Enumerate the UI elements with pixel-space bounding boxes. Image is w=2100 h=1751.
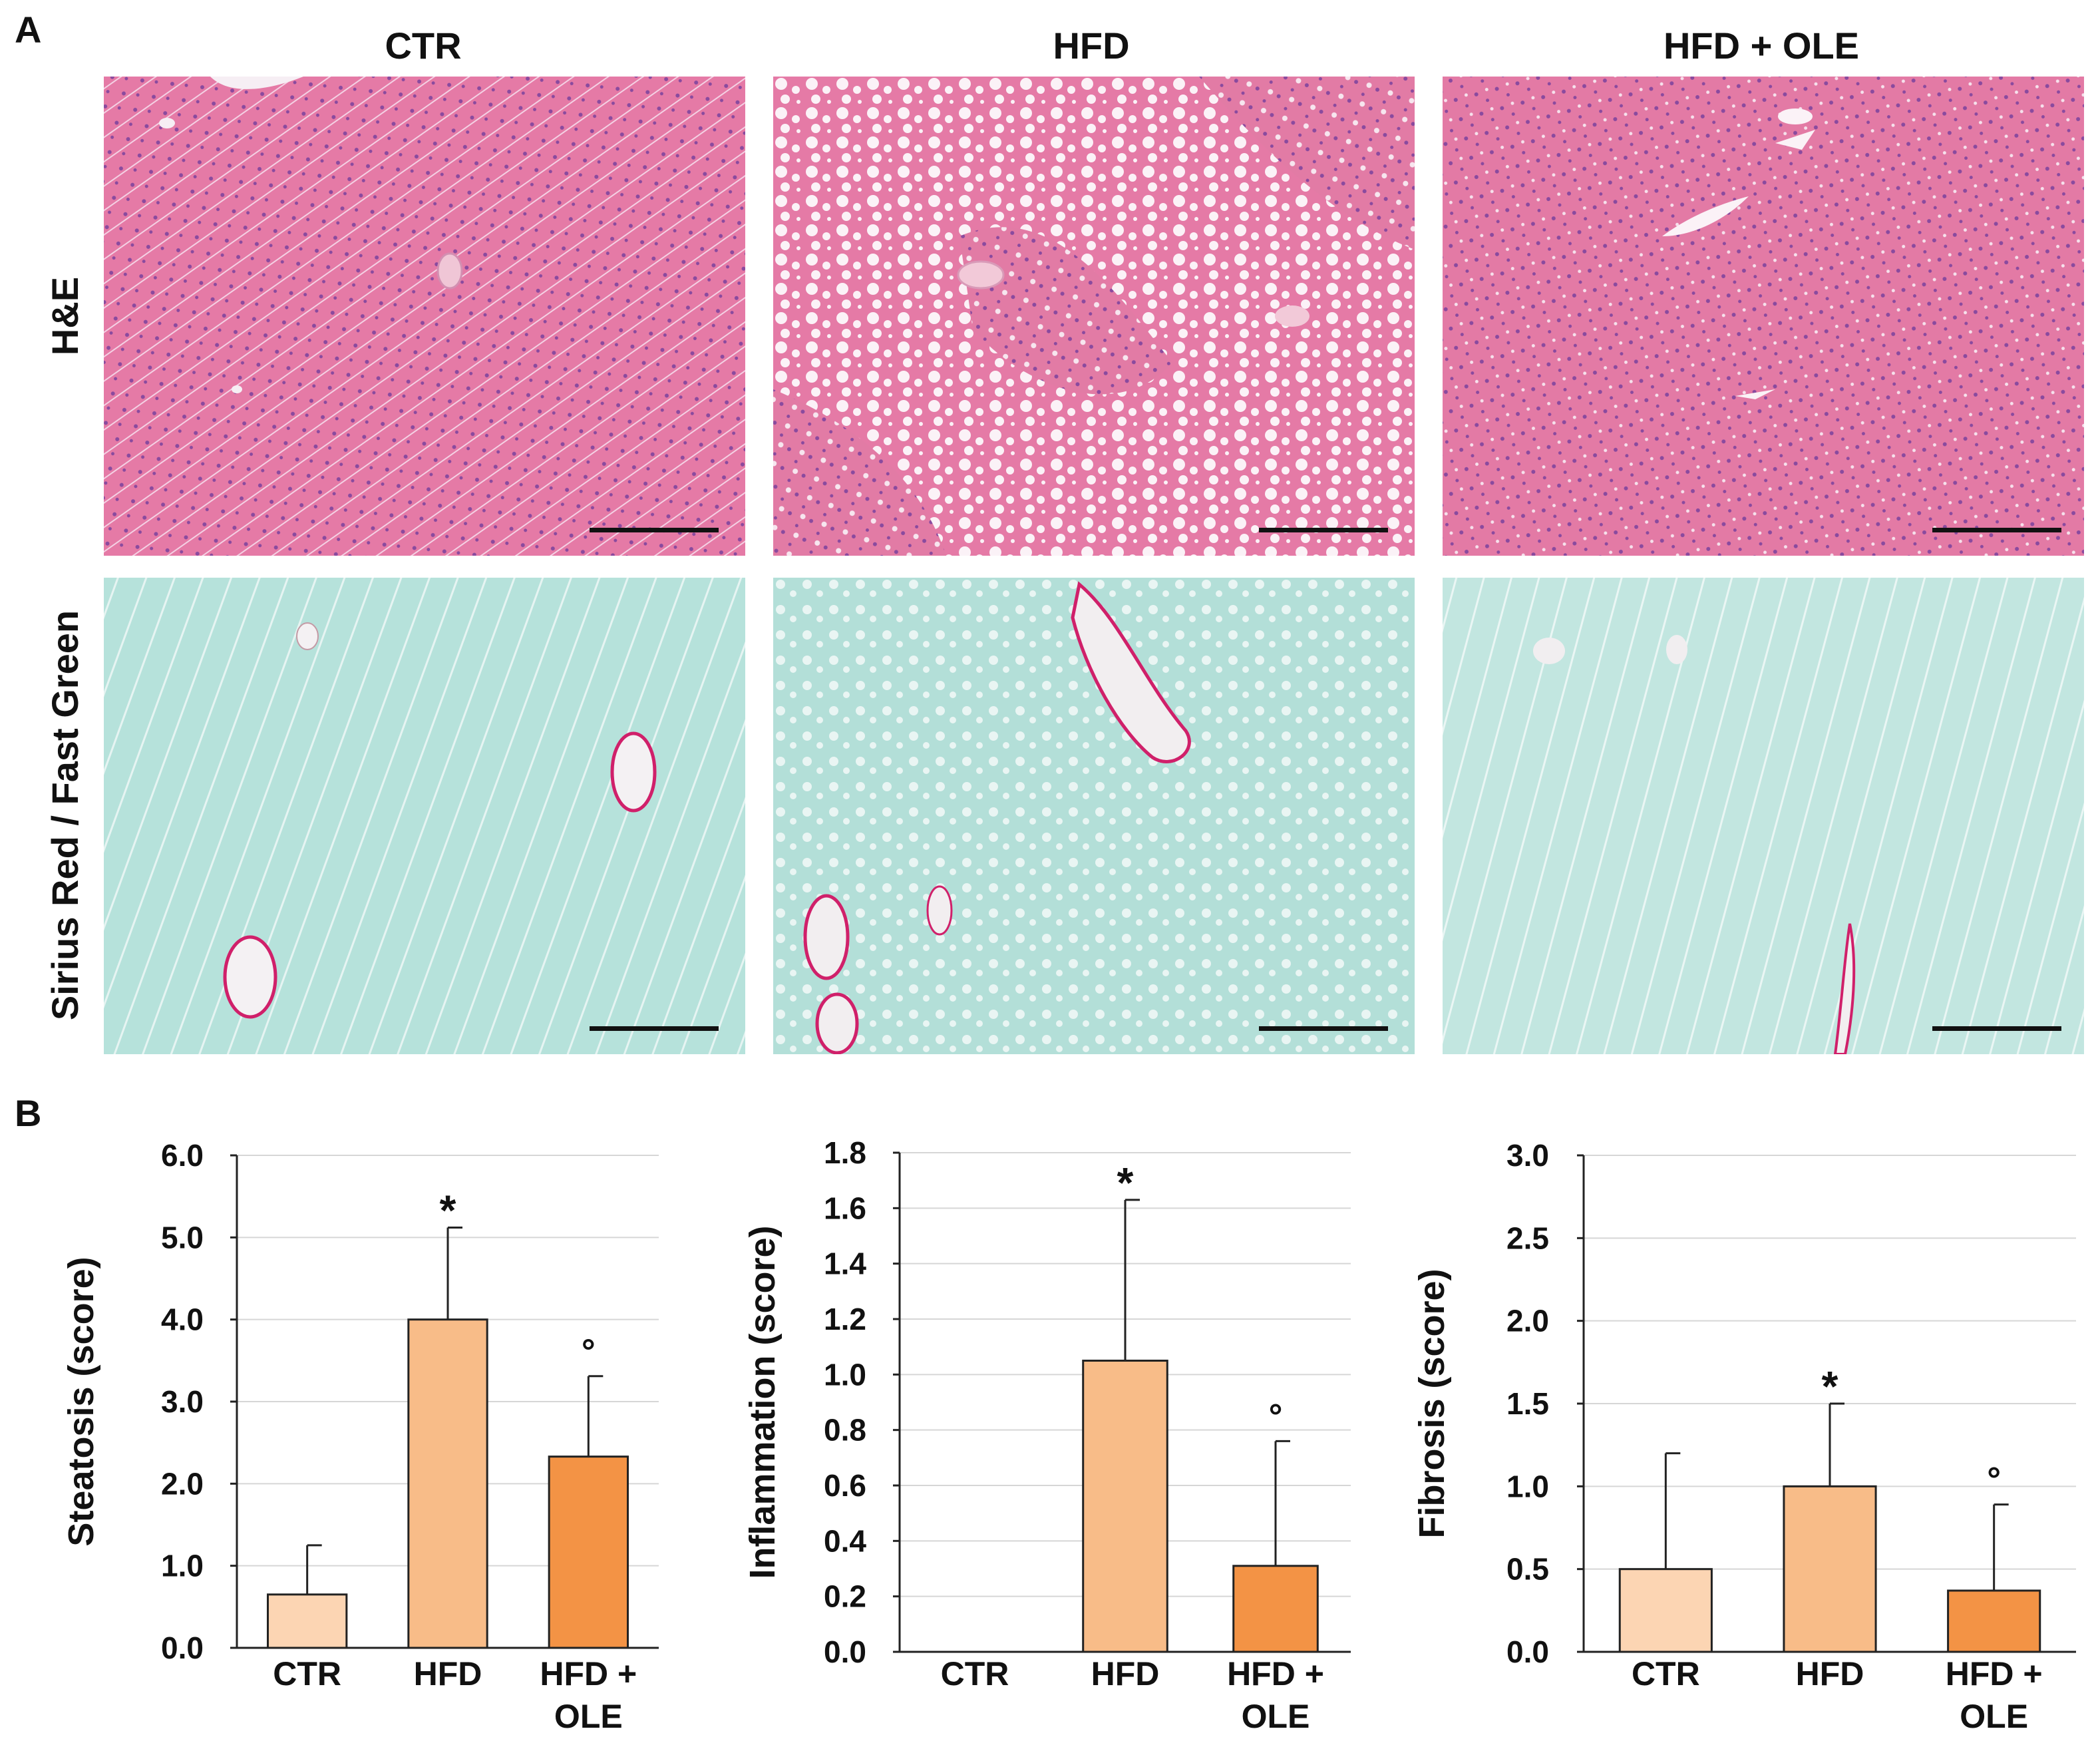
y-tick-label: 1.0 [161,1549,204,1583]
inflammation-chart: 0.0 0.2 0.4 0.6 0.8 1.0 1.2 1.4 1.6 1.8 Inflammati… [743,1135,1351,1735]
scale-bar [590,528,719,532]
y-axis-label: Fibrosis (score) [1412,1268,1452,1538]
y-tick-label: 0.5 [1506,1552,1549,1587]
y-axis-label: Steatosis (score) [61,1257,101,1546]
y-tick-label: 2.0 [1506,1304,1549,1338]
column-title-hfd-ole: HFD + OLE [1663,25,1860,67]
x-category-label: OLE [1242,1698,1310,1735]
micrograph-he-ctr [104,77,745,556]
bar-hfd [1783,1485,1877,1653]
y-tick-label: 3.0 [161,1384,204,1419]
y-tick-label: 3.0 [1506,1138,1549,1173]
column-title-hfd: HFD [1053,25,1130,67]
scale-bar [1259,528,1388,532]
x-category-label: HFD [1796,1655,1864,1692]
row-title-sirius-red: Sirius Red / Fast Green [44,610,86,1021]
y-tick-label: 1.8 [824,1135,866,1170]
micrograph-sirius-hfd-ole [1443,578,2084,1054]
bar-ctr [1618,1568,1713,1653]
y-tick-label: 0.2 [824,1579,866,1614]
y-tick-label: 0.8 [824,1413,866,1448]
y-axis-label: Inflammation (score) [743,1225,783,1579]
y-tick-label: 2.0 [161,1466,204,1501]
scale-bar [1932,528,2061,532]
y-tick-label: 2.5 [1506,1221,1549,1255]
micrograph-sirius-ctr [104,578,745,1054]
x-category-label: HFD [1091,1655,1160,1692]
column-title-ctr: CTR [385,25,462,67]
bar-hfd-ole [1232,1565,1319,1653]
micrograph-he-hfd [773,77,1415,556]
micrograph-sirius-hfd [773,578,1415,1054]
micrograph-he-hfd-ole [1443,77,2084,556]
row-title-he: H&E [44,276,86,356]
x-category-label: HFD + [540,1655,637,1692]
significance-mark: * [440,1187,456,1235]
y-tick-label: 4.0 [161,1302,204,1337]
bar-hfd-ole [548,1456,629,1649]
scale-bar [1932,1026,2061,1031]
x-category-label: CTR [941,1655,1009,1692]
panel-a-label: A [15,9,42,51]
scale-bar [1259,1026,1388,1031]
x-category-label: HFD + [1946,1655,2043,1692]
y-tick-label: 0.0 [1506,1635,1549,1669]
x-category-label: CTR [1632,1655,1700,1692]
significance-mark: * [1822,1362,1838,1410]
x-category-label: OLE [554,1698,623,1735]
x-category-label: OLE [1960,1698,2028,1735]
x-category-label: HFD [414,1655,482,1692]
scale-bar [590,1026,719,1031]
bar-ctr [266,1593,348,1649]
steatosis-chart: 0.0 1.0 2.0 3.0 4.0 5.0 6.0 Steatosis (score) CT… [61,1138,659,1735]
x-category-label: HFD + [1227,1655,1324,1692]
y-tick-label: 1.2 [824,1302,866,1336]
significance-mark: * [1117,1159,1134,1207]
fibrosis-chart: 0.0 0.5 1.0 1.5 2.0 2.5 3.0 Fibrosis (score) CTR… [1412,1138,2076,1735]
y-tick-label: 1.0 [1506,1469,1549,1503]
significance-mark: ° [582,1332,596,1371]
y-tick-label: 5.0 [161,1220,204,1255]
y-tick-label: 1.6 [824,1191,866,1225]
significance-mark: ° [1269,1397,1283,1436]
bar-hfd [407,1318,488,1649]
y-tick-label: 1.4 [824,1247,866,1281]
y-tick-label: 1.5 [1506,1386,1549,1421]
y-tick-label: 0.6 [824,1468,866,1503]
significance-mark: ° [1987,1461,2001,1499]
y-tick-label: 0.0 [161,1631,204,1665]
bar-hfd [1082,1360,1168,1653]
y-tick-label: 6.0 [161,1138,204,1173]
bar-hfd-ole [1947,1589,2041,1653]
panel-b-label: B [15,1092,42,1134]
y-tick-label: 0.4 [824,1523,866,1558]
x-category-label: CTR [273,1655,341,1692]
y-tick-label: 0.0 [824,1635,866,1669]
y-tick-label: 1.0 [824,1357,866,1392]
